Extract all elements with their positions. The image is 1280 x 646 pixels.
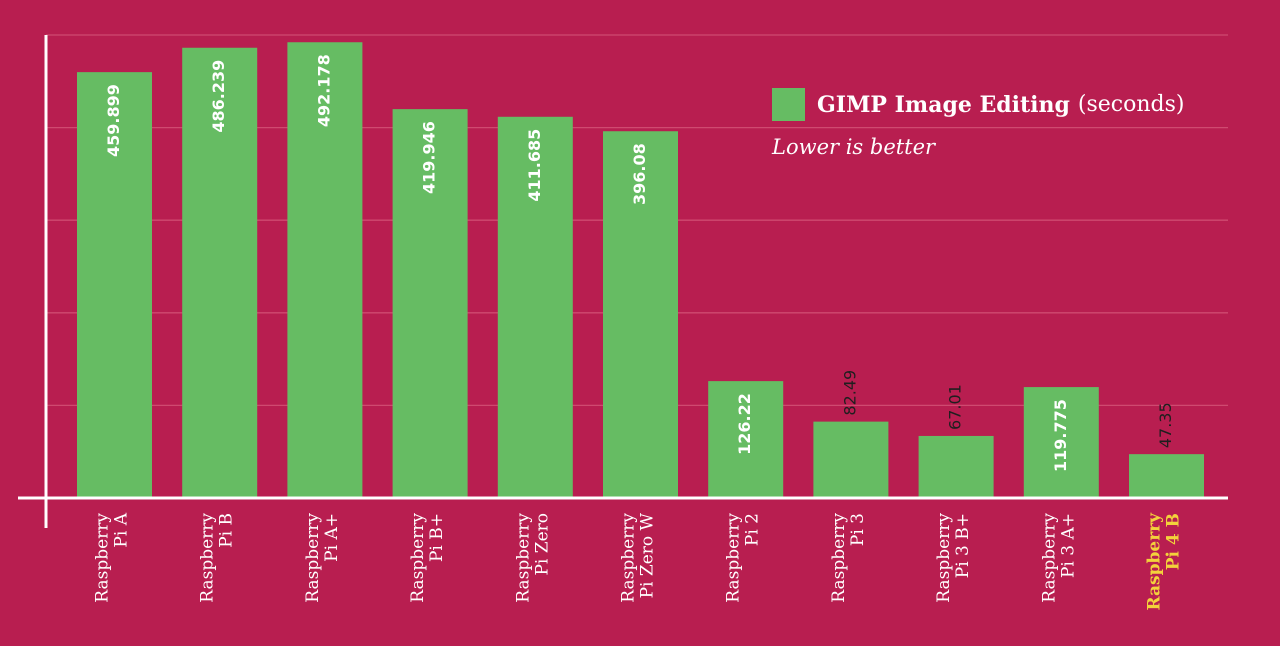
- data-label: 486.239: [209, 60, 228, 133]
- legend-swatch: [772, 88, 805, 121]
- category-label: RaspberryPi 3: [829, 513, 868, 603]
- bar: [77, 72, 152, 498]
- bar: [603, 131, 678, 498]
- bar: [708, 381, 784, 498]
- category-label: RaspberryPi A: [93, 512, 132, 602]
- legend-note: Lower is better: [772, 135, 936, 159]
- data-label: 67.01: [946, 384, 965, 430]
- data-label: 492.178: [314, 54, 333, 127]
- data-label: 459.899: [104, 84, 123, 157]
- data-label: 47.35: [1156, 402, 1175, 448]
- category-label: RaspberryPi Zero W: [619, 512, 658, 602]
- bar: [497, 116, 573, 498]
- legend: GIMP Image Editing (seconds) Lower is be…: [772, 88, 1185, 159]
- bar: [1023, 387, 1099, 498]
- bar: [392, 109, 468, 498]
- category-label: RaspberryPi 3 B+: [934, 513, 973, 603]
- data-label: 82.49: [840, 370, 859, 416]
- category-label: RaspberryPi B+: [408, 513, 447, 603]
- legend-unit: (seconds): [1077, 92, 1185, 117]
- data-label: 411.685: [525, 129, 544, 202]
- data-label: 419.946: [420, 121, 439, 194]
- data-label: 119.775: [1051, 399, 1070, 472]
- category-label: RaspberryPi 3 A+: [1039, 513, 1078, 603]
- data-label: 396.08: [630, 143, 649, 205]
- legend-series-name: GIMP Image Editing: [817, 91, 1070, 118]
- category-label: RaspberryPi B: [198, 513, 237, 603]
- bar: [287, 42, 363, 499]
- data-label: 126.22: [735, 393, 754, 455]
- bar: [918, 435, 994, 498]
- legend-entry: GIMP Image Editing (seconds): [772, 88, 1185, 121]
- bar: [813, 421, 889, 498]
- category-label: RaspberryPi 2: [724, 513, 763, 603]
- category-label: RaspberryPi Zero: [513, 513, 552, 603]
- bar: [1129, 454, 1204, 498]
- category-label: RaspberryPi A+: [303, 513, 342, 603]
- bar: [182, 47, 258, 499]
- category-label: RaspberryPi 4 B: [1145, 512, 1184, 611]
